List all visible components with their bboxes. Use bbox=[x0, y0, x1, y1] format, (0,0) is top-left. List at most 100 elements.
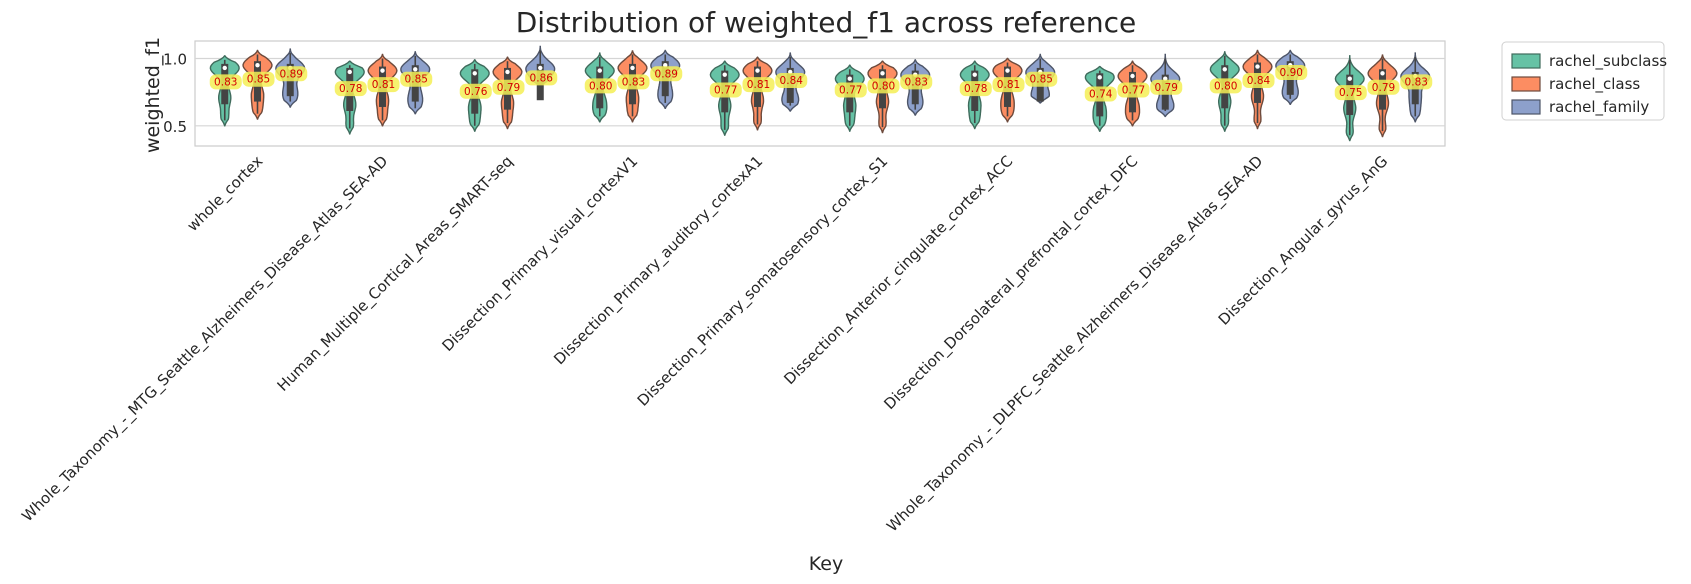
y-axis-label: weighted_f1 bbox=[142, 37, 164, 153]
mean-label-bg bbox=[242, 71, 275, 87]
mean-label: 0.77 bbox=[714, 84, 737, 96]
mean-label-bg bbox=[709, 82, 742, 98]
mean-label-bg bbox=[275, 66, 308, 82]
mean-label: 0.81 bbox=[997, 79, 1020, 91]
median-marker bbox=[755, 68, 760, 73]
x-tick-label: Dissection_Dorsolateral_prefrontal_corte… bbox=[880, 152, 1142, 414]
mean-label-bg bbox=[834, 82, 867, 98]
median-marker bbox=[1222, 67, 1227, 72]
mean-label: 0.86 bbox=[530, 72, 554, 84]
x-axis-label: Key bbox=[809, 553, 843, 575]
mean-label-bg bbox=[1275, 64, 1308, 80]
median-marker bbox=[1097, 75, 1102, 80]
mean-label: 0.79 bbox=[1372, 82, 1395, 94]
median-marker bbox=[255, 63, 260, 68]
legend-swatch-rachel_family bbox=[1511, 99, 1541, 115]
mean-label: 0.81 bbox=[372, 79, 395, 91]
median-marker bbox=[847, 76, 852, 81]
mean-label: 0.75 bbox=[1339, 87, 1362, 99]
mean-label-bg bbox=[334, 81, 367, 97]
legend-swatch-rachel_subclass bbox=[1511, 53, 1541, 69]
median-marker bbox=[1130, 73, 1135, 79]
mean-label-bg bbox=[584, 78, 617, 94]
mean-label-bg bbox=[1400, 74, 1433, 90]
legend-entry-rachel_family: rachel_family bbox=[1549, 98, 1649, 117]
mean-label-bg bbox=[525, 70, 558, 86]
mean-label: 0.83 bbox=[1405, 76, 1428, 88]
mean-label: 0.81 bbox=[747, 79, 770, 91]
mean-label: 0.80 bbox=[1214, 80, 1237, 92]
median-marker bbox=[597, 68, 602, 73]
x-tick-label: Dissection_Primary_somatosensory_cortex_… bbox=[634, 152, 892, 410]
mean-label-bg bbox=[1209, 78, 1242, 94]
mean-label: 0.78 bbox=[339, 83, 362, 95]
median-marker bbox=[1255, 64, 1260, 69]
median-marker bbox=[722, 72, 727, 77]
mean-label-bg bbox=[400, 71, 433, 87]
median-marker bbox=[380, 68, 385, 73]
mean-label: 0.74 bbox=[1089, 89, 1113, 101]
median-marker bbox=[972, 72, 977, 77]
median-marker bbox=[505, 69, 510, 75]
x-tick-label: Human_Multiple_Cortical_Areas_SMART-seq bbox=[274, 152, 517, 395]
mean-label-bg bbox=[1334, 85, 1367, 101]
legend-frame bbox=[1501, 41, 1665, 121]
mean-label-bg bbox=[1242, 73, 1275, 89]
mean-label-bg bbox=[1025, 71, 1058, 87]
mean-label-bg bbox=[742, 77, 775, 93]
median-marker bbox=[880, 71, 885, 76]
mean-label-bg bbox=[1150, 79, 1183, 95]
mean-label: 0.84 bbox=[780, 75, 804, 87]
mean-label: 0.80 bbox=[872, 80, 895, 92]
mean-label-bg bbox=[367, 77, 400, 93]
mean-label: 0.85 bbox=[1030, 74, 1053, 86]
mean-label: 0.77 bbox=[1122, 84, 1145, 96]
mean-label-bg bbox=[492, 79, 525, 95]
mean-label: 0.83 bbox=[905, 76, 928, 88]
median-marker bbox=[1347, 76, 1352, 81]
mean-label-bg bbox=[992, 77, 1025, 93]
median-marker bbox=[538, 65, 543, 71]
mean-label-bg bbox=[1117, 82, 1150, 98]
mean-label: 0.84 bbox=[1247, 75, 1271, 87]
legend-entry-rachel_subclass: rachel_subclass bbox=[1549, 52, 1667, 71]
mean-label-bg bbox=[1084, 86, 1117, 102]
mean-label: 0.76 bbox=[464, 86, 488, 98]
legend-entry-rachel_class: rachel_class bbox=[1549, 75, 1640, 94]
mean-label: 0.89 bbox=[280, 68, 303, 80]
mean-label: 0.83 bbox=[214, 76, 237, 88]
x-tick-label: whole_cortex bbox=[183, 152, 267, 236]
median-marker bbox=[222, 65, 227, 71]
mean-label-bg bbox=[900, 74, 933, 90]
mean-label-bg bbox=[867, 78, 900, 94]
x-tick-label: Dissection_Primary_auditory_cortexA1 bbox=[550, 152, 767, 369]
mean-label-bg bbox=[1367, 79, 1400, 95]
mean-label: 0.85 bbox=[405, 74, 428, 86]
mean-label: 0.79 bbox=[497, 82, 520, 94]
mean-label: 0.77 bbox=[839, 84, 862, 96]
x-tick-label: Dissection_Anterior_cingulate_cortex_ACC bbox=[780, 152, 1017, 389]
mean-label: 0.85 bbox=[247, 74, 270, 86]
x-tick-label: Dissection_Primary_visual_cortexV1 bbox=[438, 152, 642, 356]
median-marker bbox=[1380, 71, 1385, 76]
mean-label: 0.79 bbox=[1155, 82, 1178, 94]
median-marker bbox=[1005, 68, 1010, 73]
mean-label: 0.90 bbox=[1280, 67, 1303, 79]
median-marker bbox=[630, 65, 635, 71]
median-marker bbox=[347, 69, 352, 75]
mean-label: 0.78 bbox=[964, 83, 987, 95]
mean-label-bg bbox=[617, 74, 650, 90]
chart-title: Distribution of weighted_f1 across refer… bbox=[516, 6, 1136, 39]
mean-label-bg bbox=[209, 74, 242, 90]
legend: rachel_subclass rachel_class rachel_family bbox=[1501, 41, 1667, 121]
mean-label-bg bbox=[775, 73, 808, 89]
y-tick-label: 1.0 bbox=[163, 51, 187, 69]
median-marker bbox=[472, 71, 477, 76]
mean-label: 0.89 bbox=[655, 68, 678, 80]
mean-label: 0.80 bbox=[589, 80, 612, 92]
y-tick-label: 0.5 bbox=[163, 118, 187, 136]
legend-swatch-rachel_class bbox=[1511, 76, 1541, 92]
mean-label-bg bbox=[459, 83, 492, 99]
mean-label-bg bbox=[650, 66, 683, 82]
